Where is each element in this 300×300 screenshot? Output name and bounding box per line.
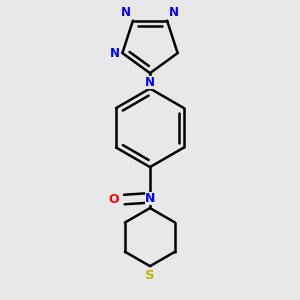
Text: N: N: [169, 6, 179, 19]
Text: N: N: [145, 76, 155, 89]
Text: O: O: [109, 193, 119, 206]
Text: N: N: [110, 46, 120, 60]
Text: S: S: [145, 269, 155, 282]
Text: N: N: [121, 6, 131, 19]
Text: N: N: [145, 192, 155, 205]
